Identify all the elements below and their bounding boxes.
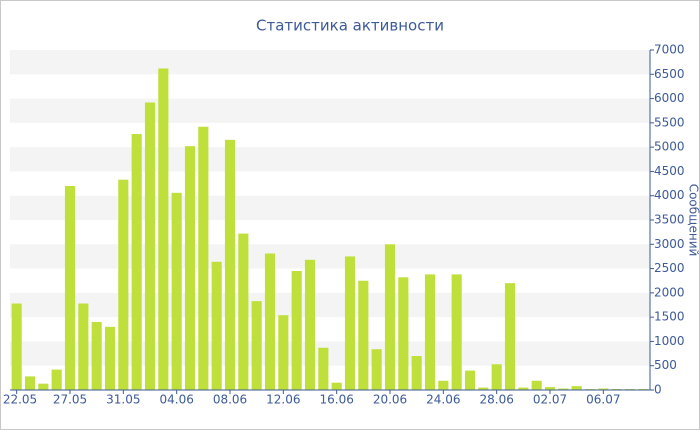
- bar: [158, 68, 169, 390]
- bar: [531, 380, 542, 390]
- bar: [518, 387, 529, 390]
- bar: [598, 388, 609, 390]
- bar: [318, 347, 329, 390]
- y-tick-label: 5500: [654, 115, 685, 129]
- grid-band: [10, 50, 650, 75]
- y-tick-label: 0: [654, 383, 662, 397]
- bar: [384, 244, 396, 390]
- bar: [491, 364, 502, 390]
- bar: [251, 301, 262, 390]
- x-tick-label: 16.06: [319, 393, 353, 407]
- bar: [38, 383, 49, 390]
- bar: [278, 315, 289, 390]
- grid: [10, 50, 650, 366]
- y-tick-label: 2500: [654, 261, 685, 275]
- x-tick-label: 06.07: [586, 393, 620, 407]
- bar: [118, 179, 129, 390]
- grid-band: [10, 147, 650, 172]
- y-tick-label: 500: [654, 358, 677, 372]
- bar: [451, 274, 462, 390]
- y-axis-label: Сообщений: [687, 184, 700, 257]
- chart-title: Статистика активности: [256, 17, 444, 35]
- bar: [504, 283, 516, 390]
- y-tick-label: 1500: [654, 310, 685, 324]
- bar: [104, 326, 116, 390]
- bar: [131, 134, 142, 390]
- bar: [91, 322, 102, 390]
- x-tick-label: 02.07: [533, 393, 567, 407]
- bar: [144, 102, 156, 390]
- grid-band: [10, 292, 650, 318]
- bar: [478, 387, 489, 390]
- y-tick-label: 2000: [654, 285, 685, 299]
- bar: [571, 386, 582, 390]
- x-tick-label: 22.05: [3, 393, 37, 407]
- bar: [264, 253, 276, 390]
- y-tick-label: 6500: [654, 67, 685, 81]
- x-tick-label: 27.05: [53, 393, 87, 407]
- y-tick-label: 3500: [654, 213, 685, 227]
- bar: [464, 370, 476, 390]
- y-tick-label: 4500: [654, 164, 685, 178]
- grid-band: [10, 341, 650, 366]
- y-tick-label: 1000: [654, 334, 685, 348]
- bar: [438, 380, 449, 390]
- bar: [238, 233, 249, 390]
- bar: [398, 277, 409, 390]
- x-tick-label: 24.06: [426, 393, 460, 407]
- bar: [358, 280, 369, 390]
- bar: [11, 303, 22, 390]
- x-tick-label: 20.06: [373, 393, 407, 407]
- grid-band: [10, 98, 650, 123]
- bar: [171, 192, 182, 390]
- bar: [184, 146, 196, 390]
- x-tick-label: 12.06: [266, 393, 300, 407]
- bar: [544, 387, 556, 390]
- bar: [291, 271, 302, 390]
- bar: [51, 369, 62, 390]
- x-tick-label: 08.06: [213, 393, 247, 407]
- bar: [558, 388, 569, 390]
- y-tick-label: 4000: [654, 188, 685, 202]
- bar: [224, 139, 236, 390]
- bar: [424, 274, 436, 390]
- bar: [78, 303, 89, 390]
- bar: [331, 382, 342, 390]
- x-tick-label: 04.06: [159, 393, 193, 407]
- bar: [198, 126, 209, 390]
- bar: [304, 259, 316, 390]
- bar: [371, 349, 382, 390]
- y-tick-label: 6000: [654, 91, 685, 105]
- bar: [411, 356, 422, 390]
- grid-band: [10, 244, 650, 269]
- bar: [344, 256, 356, 390]
- y-tick-label: 7000: [654, 43, 685, 57]
- y-tick-label: 5000: [654, 140, 685, 154]
- grid-band: [10, 195, 650, 220]
- x-tick-label: 31.05: [106, 393, 140, 407]
- bar: [24, 376, 36, 390]
- bar: [211, 261, 222, 390]
- y-tick-label: 3000: [654, 237, 685, 251]
- x-tick-label: 28.06: [479, 393, 513, 407]
- bar: [64, 186, 76, 390]
